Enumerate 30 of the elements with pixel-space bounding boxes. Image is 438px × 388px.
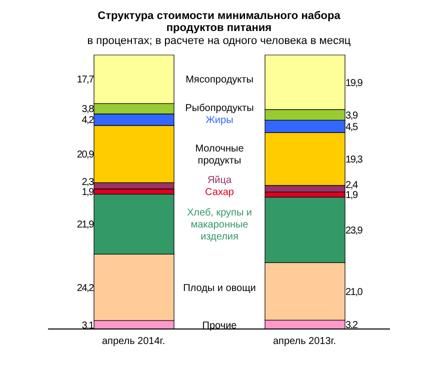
data-label: 4,5 xyxy=(346,122,358,133)
data-label: 19,9 xyxy=(346,78,364,89)
data-label: 24,2 xyxy=(76,282,95,294)
text: Яйца xyxy=(207,175,232,186)
data-label: 1,9 xyxy=(82,187,95,198)
data-label: 19,3 xyxy=(346,154,364,166)
x-tick-label: апрель 2013г. xyxy=(272,336,336,348)
data-label: 21,0 xyxy=(346,286,364,298)
data-label: 1,9 xyxy=(346,190,358,202)
data-label: 23,9 xyxy=(346,225,364,236)
data-label: 3,1 xyxy=(82,320,95,332)
series-label: Мясопродукты xyxy=(186,74,254,86)
text: Жиры xyxy=(206,115,234,126)
data-label: 21,9 xyxy=(76,220,95,231)
data-label: 2,3 xyxy=(82,177,95,188)
text: Молочные продукты xyxy=(195,144,244,167)
data-label: 3,2 xyxy=(346,320,358,332)
data-label: 3,9 xyxy=(346,110,358,122)
data-label: 4,2 xyxy=(82,115,95,126)
data-label: 2,4 xyxy=(346,180,358,192)
data-label: 20,9 xyxy=(76,150,95,161)
series-label: Рыбопродукты xyxy=(185,103,254,114)
text: Прочие xyxy=(202,320,238,332)
data-label: 17,7 xyxy=(76,74,95,86)
series-label: Хлеб, крупы и макаронные изделия xyxy=(186,208,252,243)
chart-subtitle: в процентах; в расчете на одного человека в месяц xyxy=(86,35,352,47)
series-label: Плоды и овощи xyxy=(183,282,256,294)
x-tick-label: апрель 2014г. xyxy=(102,336,166,348)
data-label: 3,8 xyxy=(82,104,95,116)
text: Сахар xyxy=(205,187,234,198)
